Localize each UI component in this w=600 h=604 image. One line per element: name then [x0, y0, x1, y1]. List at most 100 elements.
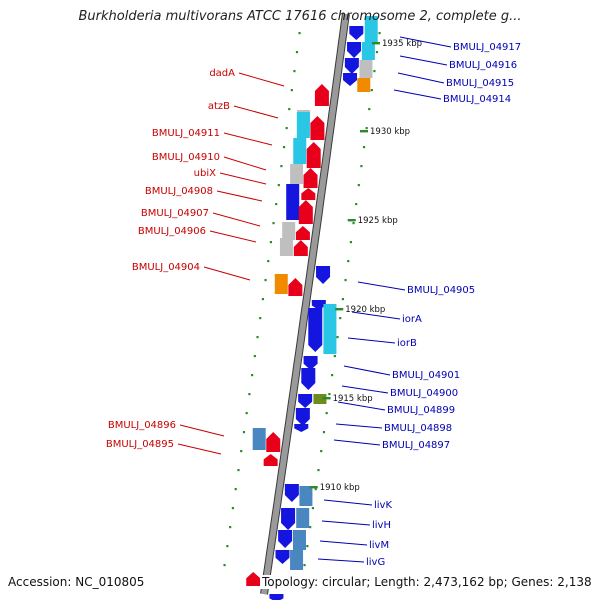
tick-dot-right — [322, 431, 326, 434]
topology-text: Topology: circular; Length: 2,473,162 bp… — [260, 575, 594, 589]
gene-block-43 — [292, 530, 306, 550]
kbp-tick-mark — [360, 130, 369, 133]
right-gene-label: livM — [369, 540, 389, 551]
gene-block-41 — [296, 508, 310, 528]
left-label-leader — [203, 266, 251, 281]
right-label-leader — [347, 337, 396, 344]
gene-block-10 — [296, 112, 310, 138]
right-gene-label: BMULJ_04914 — [443, 94, 511, 105]
kbp-tick-label: 1910 kbp — [320, 483, 360, 493]
left-gene-label: BMULJ_04904 — [132, 262, 200, 273]
right-label-leader — [343, 365, 391, 376]
left-label-leader — [233, 105, 279, 119]
right-label-leader — [351, 311, 401, 320]
kbp-tick-label: 1920 kbp — [345, 305, 385, 315]
right-label-leader — [333, 439, 381, 446]
right-label-leader — [399, 36, 452, 48]
left-gene-label: BMULJ_04907 — [141, 208, 209, 219]
tick-dot-left — [237, 469, 240, 472]
gene-block-33 — [295, 408, 310, 426]
tick-dot-right — [357, 184, 360, 187]
accession-text: Accession: NC_010805 — [8, 575, 145, 589]
left-gene-label: BMULJ_04908 — [145, 186, 213, 197]
tick-dot-right — [352, 222, 355, 225]
tick-dot-left — [248, 393, 251, 396]
right-gene-label: livG — [366, 557, 385, 568]
tick-dot-right — [306, 545, 309, 548]
gene-block-5 — [359, 60, 373, 78]
right-gene-label: BMULJ_04917 — [453, 42, 521, 53]
tick-dot-left — [251, 374, 254, 377]
gene-block-14 — [290, 164, 304, 184]
tick-dot-left — [223, 564, 226, 567]
gene-block-44 — [275, 550, 290, 564]
right-label-leader — [399, 55, 448, 66]
tick-dot-right — [365, 127, 368, 130]
tick-dot-right — [331, 374, 334, 377]
tick-dot-left — [240, 450, 243, 453]
right-gene-label: BMULJ_04897 — [382, 440, 450, 451]
tick-dot-right — [360, 165, 363, 168]
right-label-leader — [337, 401, 386, 411]
gene-block-12 — [293, 138, 307, 164]
tick-dot-right — [344, 279, 347, 282]
gene-block-15 — [303, 168, 318, 188]
kbp-tick-label: 1930 kbp — [370, 127, 410, 137]
kbp-tick-mark — [347, 219, 356, 222]
tick-dot-right — [370, 89, 373, 92]
gene-block-4 — [344, 58, 359, 74]
left-label-leader — [223, 156, 267, 171]
tick-dot-right — [373, 70, 376, 73]
right-label-leader — [317, 558, 365, 563]
right-gene-label: livH — [372, 520, 391, 531]
tick-dot-left — [288, 108, 291, 111]
kbp-tick-mark — [322, 397, 331, 400]
left-label-leader — [177, 443, 222, 455]
tick-dot-right — [309, 526, 312, 529]
right-gene-label: livK — [374, 500, 392, 511]
tick-dot-right — [347, 260, 350, 263]
gene-block-28 — [323, 304, 337, 354]
left-label-leader — [219, 172, 267, 185]
tick-dot-left — [234, 488, 237, 491]
gene-block-45 — [290, 550, 304, 570]
left-label-leader — [223, 132, 273, 146]
left-label-leader — [212, 212, 261, 227]
tick-dot-left — [293, 70, 296, 73]
tick-dot-right — [362, 146, 366, 149]
left-gene-label: ubiX — [194, 168, 216, 179]
tick-dot-left — [253, 355, 256, 358]
right-label-leader — [321, 520, 371, 526]
right-label-leader — [319, 540, 368, 546]
right-label-leader — [393, 89, 442, 100]
right-gene-label: BMULJ_04905 — [407, 285, 475, 296]
tick-dot-left — [226, 545, 229, 548]
gene-block-24 — [288, 278, 303, 296]
gene-block-37 — [263, 454, 278, 466]
left-gene-label: BMULJ_04910 — [152, 152, 220, 163]
gene-block-8 — [314, 84, 329, 106]
gene-block-20 — [295, 226, 310, 240]
gene-block-21 — [279, 238, 293, 256]
tick-dot-right — [320, 450, 323, 453]
gene-block-6 — [343, 73, 358, 86]
right-label-leader — [357, 281, 406, 291]
tick-dot-right — [349, 241, 352, 244]
tick-dot-right — [378, 32, 381, 35]
gene-block-36 — [266, 432, 281, 452]
tick-dot-right — [311, 507, 315, 510]
tick-dot-left — [290, 89, 293, 92]
right-gene-label: iorA — [402, 314, 422, 325]
gene-block-38 — [284, 484, 299, 502]
gene-block-31 — [313, 394, 327, 404]
kbp-tick-label: 1925 kbp — [358, 216, 398, 226]
tick-dot-left — [245, 412, 248, 415]
gene-block-25 — [316, 266, 331, 284]
kbp-tick-mark — [371, 42, 380, 45]
left-label-leader — [238, 72, 285, 87]
gene-block-39 — [299, 486, 313, 506]
gene-block-11 — [310, 116, 325, 140]
tick-dot-left — [282, 146, 286, 149]
kbp-tick-mark — [335, 308, 344, 311]
tick-dot-left — [277, 184, 280, 187]
